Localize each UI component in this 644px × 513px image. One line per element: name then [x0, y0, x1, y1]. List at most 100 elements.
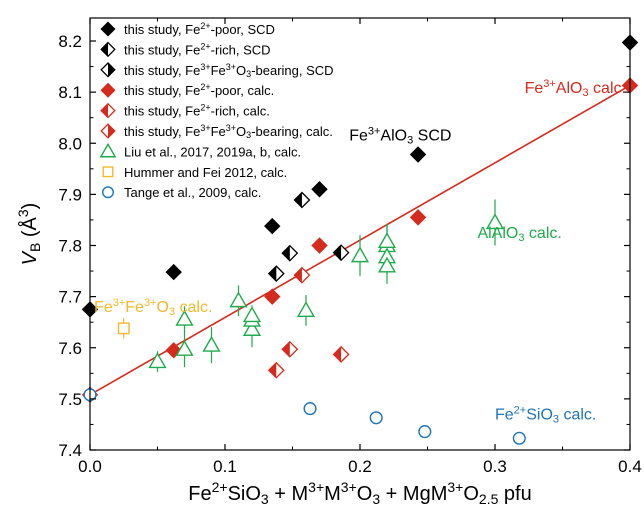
legend-marker	[100, 102, 116, 119]
legend-entry-label-part: Hummer and Fei 2012, calc.	[124, 165, 287, 180]
y-axis-label: VB (Å3)	[15, 203, 42, 266]
annotation-label-part: calc.	[559, 406, 596, 423]
legend-entry-label-part: 3	[246, 130, 251, 140]
annotation-label-part: O	[156, 299, 168, 316]
annotation-label-part: 3	[553, 413, 559, 425]
legend-entry-label-part: Fe	[211, 63, 226, 78]
annotation-label-part: Fe	[94, 299, 113, 316]
y-tick-label: 8.2	[58, 32, 82, 51]
legend-marker	[100, 82, 116, 98]
y-tick-label: 7.9	[58, 185, 82, 204]
legend-entry-label-part: Fe	[211, 124, 226, 139]
data-point-series-8	[418, 425, 432, 439]
data-point-series-1	[293, 191, 311, 209]
x-axis-label-part: 2.5	[479, 491, 499, 507]
x-axis-label-part: + M	[269, 483, 308, 505]
y-tick-label: 8.0	[58, 134, 82, 153]
data-point-series-6	[377, 256, 397, 273]
annotation-label-part: 3	[518, 232, 524, 244]
y-tick-label: 7.8	[58, 237, 82, 256]
legend-entry-label-part: -poor, calc.	[211, 83, 275, 98]
x-tick-label: 0.0	[78, 457, 102, 476]
legend-entry-label-part: this study, Fe	[124, 63, 200, 78]
x-axis-label-part: M	[324, 483, 341, 505]
legend-entry-label: this study, Fe2+-poor, SCD	[124, 21, 275, 37]
data-point-series-4	[293, 266, 311, 284]
data-point-series-8	[303, 402, 317, 416]
marker-layer	[81, 34, 639, 445]
annotation-label-part: Fe	[525, 80, 544, 97]
y-tick-label: 7.5	[58, 390, 82, 409]
data-point-series-6	[175, 339, 194, 356]
legend-entry-label-part: -rich, calc.	[211, 104, 270, 119]
y-tick-label: 8.1	[58, 83, 82, 102]
annotation-label-part: 3+	[144, 297, 157, 309]
data-point-series-8	[512, 431, 526, 445]
legend-entry-label-part: 2+	[200, 41, 210, 51]
legend-entry-label-part: O	[236, 124, 246, 139]
axes: 0.0 0.1 0.2 0.3 0.4 7.4 7.5 7.6 7.7 7.8 7.9 8.0 8.1 8…	[15, 17, 642, 507]
legend-marker	[101, 186, 115, 199]
annotation-label-part: 3	[582, 87, 588, 99]
data-point-series-6	[350, 246, 370, 263]
legend-entry-label-part: this study, Fe	[124, 42, 200, 57]
legend-entry-label: Liu et al., 2017, 2019a, b, calc.	[124, 144, 301, 159]
data-point-series-6	[296, 301, 316, 318]
data-point-series-4	[281, 340, 299, 358]
x-tick-label: 0.2	[348, 457, 372, 476]
legend-entry-label: this study, Fe2+-poor, calc.	[124, 82, 274, 98]
data-point-series-8	[369, 411, 383, 425]
legend-entry-label-part: -bearing, calc.	[251, 124, 333, 139]
legend-entry-label-part: this study, Fe	[124, 104, 200, 119]
data-point-series-0	[311, 181, 328, 198]
legend-entry-label: Hummer and Fei 2012, calc.	[124, 165, 287, 180]
legend-entry-label-part: 3+	[200, 123, 210, 133]
data-point-series-6	[377, 232, 397, 249]
legend-entry-label-part: 3+	[226, 62, 236, 72]
legend-entry-label: Tange et al., 2009, calc.	[124, 185, 261, 200]
y-axis-label-part: V	[19, 250, 41, 265]
data-point-series-6	[229, 291, 248, 308]
data-point-series-4	[332, 345, 350, 363]
annotation-label-part: 3+	[113, 297, 126, 309]
legend-entry-label-part: 3+	[200, 62, 210, 72]
annotation-label: Fe2+SiO3 calc.	[495, 404, 596, 425]
data-point-series-1	[281, 244, 299, 262]
annotation-label-part: Fe	[125, 299, 144, 316]
data-point-series-3	[311, 237, 328, 254]
data-point-series-0	[165, 263, 182, 281]
legend-entry-label-part: 2+	[200, 103, 210, 113]
annotation-label-part: calc.	[524, 225, 561, 242]
annotation-label-part: 3	[407, 134, 413, 146]
data-point-series-0	[264, 217, 281, 235]
x-axis-label: Fe2+SiO3 + M3+M3+O3 + MgM3+O2.5 pfu	[188, 479, 531, 506]
annotation-label-part: Fe	[349, 128, 368, 145]
legend-entry-label-part: 2+	[200, 21, 210, 31]
x-axis-label-part: 2+	[212, 479, 228, 495]
data-point-series-3	[409, 209, 427, 226]
annotation-label-part: 3+	[368, 126, 381, 138]
annotation-label-part: SiO	[526, 406, 553, 423]
annotation-label-part: calc.	[175, 299, 212, 316]
annotation-label-part: AlO	[380, 128, 407, 145]
data-point-series-6	[242, 306, 262, 323]
data-point-series-6	[242, 320, 262, 336]
legend-entry-label-part: Tange et al., 2009, calc.	[124, 185, 261, 200]
x-axis-label-part: 3+	[308, 479, 324, 495]
x-axis-label-part: 3+	[341, 479, 357, 495]
data-point-series-6	[485, 213, 505, 230]
data-point-series-6	[175, 309, 194, 326]
data-point-series-7	[117, 322, 130, 335]
legend-entry-label: this study, Fe3+Fe3+O3-bearing, calc.	[124, 123, 333, 140]
data-point-series-6	[148, 352, 167, 369]
x-tick-label: 0.4	[618, 457, 642, 476]
y-axis-label-part: B	[27, 243, 43, 252]
data-point-series-3	[264, 288, 281, 305]
legend-entry-label-part: 3+	[226, 123, 236, 133]
x-tick-label: 0.1	[213, 457, 237, 476]
error-bar-layer	[123, 199, 496, 372]
legend-entry-label: this study, Fe3+Fe3+O3-bearing, SCD	[124, 62, 334, 79]
legend-marker	[100, 21, 116, 37]
